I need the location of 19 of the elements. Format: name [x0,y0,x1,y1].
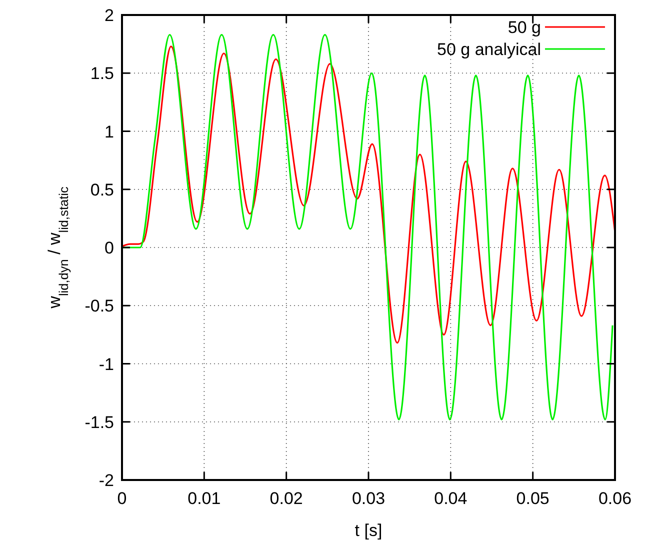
x-tick-label: 0.06 [598,489,632,508]
y-tick-label: -2 [98,471,114,490]
y-tick-label: 1.5 [90,64,114,84]
x-tick-label: 0.04 [434,489,468,508]
legend-label: 50 g analyical [437,40,541,59]
y-tick-label: 2 [104,6,114,25]
legend-label: 50 g [508,18,541,37]
x-tick-label: 0 [117,489,127,508]
x-tick-label: 0.02 [270,489,303,508]
y-tick-label: -1.5 [84,412,114,432]
y-tick-label: -0.5 [84,296,114,316]
x-tick-label: 0.05 [516,489,550,508]
y-tick-label: 0.5 [90,180,114,200]
x-tick-label: 0.01 [188,489,221,508]
x-axis-title: t [s] [354,521,382,540]
y-tick-label: 1 [104,122,114,142]
y-tick-label: 0 [104,238,114,258]
x-tick-label: 0.03 [352,489,386,508]
y-tick-label: -1 [98,354,114,374]
